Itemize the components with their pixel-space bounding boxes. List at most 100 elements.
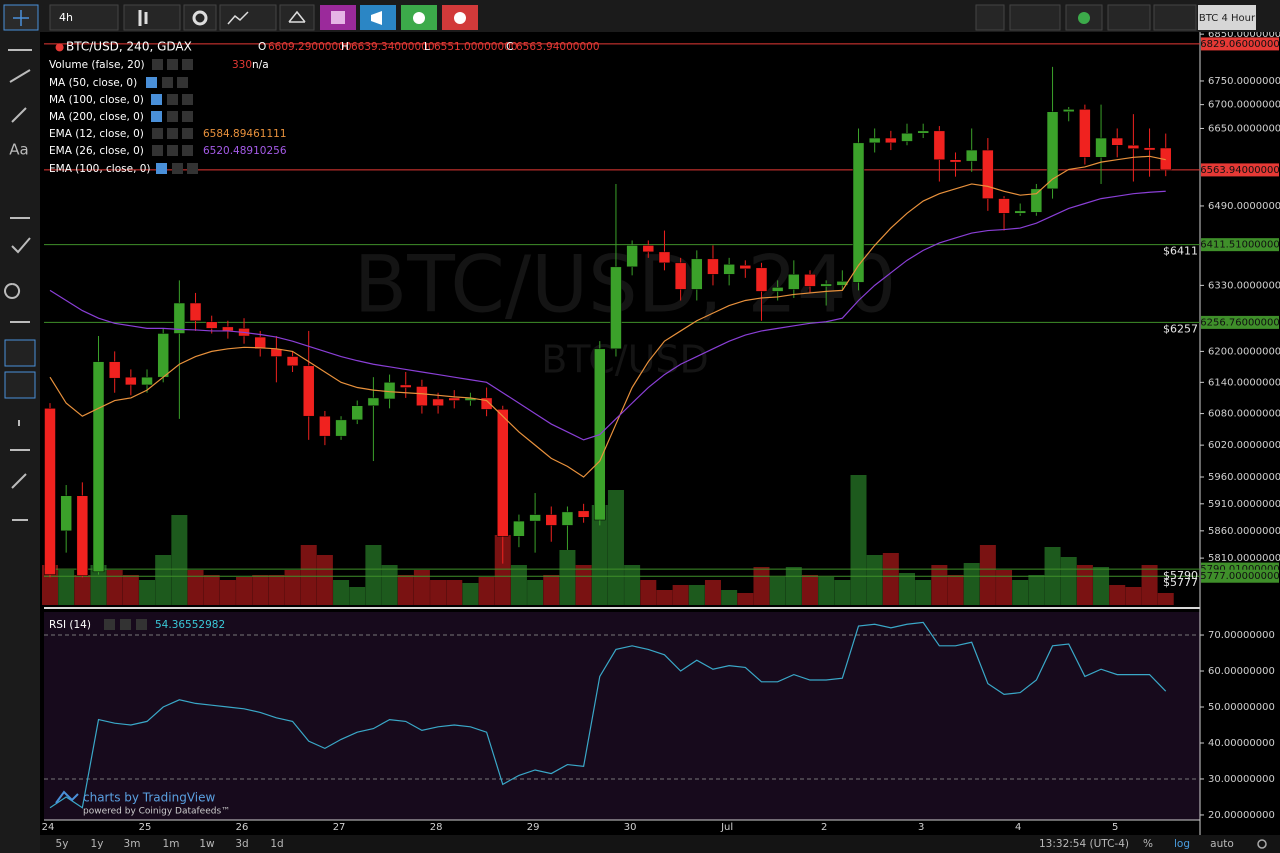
candle-body (561, 511, 574, 526)
save-button[interactable] (1153, 4, 1197, 31)
interval-label: 4h (59, 11, 73, 24)
y-tick-label: 60.00000000 (1208, 666, 1275, 677)
legend-button[interactable] (167, 128, 178, 139)
legend-button[interactable] (120, 619, 131, 630)
price-tag: $6411 (1163, 245, 1198, 258)
indicator-name: EMA (12, close, 0) (49, 128, 144, 140)
volume-bar (559, 550, 576, 605)
legend-marker: ● (55, 41, 64, 53)
volume-bar (1109, 585, 1126, 605)
auto-button[interactable]: auto (1210, 838, 1234, 850)
legend-button[interactable] (152, 59, 163, 70)
volume-bar (1012, 580, 1029, 605)
volume-bar (688, 585, 705, 605)
magnet-button[interactable] (4, 339, 36, 367)
y-tick-label: 70.00000000 (1208, 630, 1275, 641)
y-tick-label: 6650.00000000 (1208, 123, 1280, 134)
volume-bar (397, 575, 414, 605)
rsi-pane (44, 612, 1200, 820)
candle-body (1079, 109, 1091, 158)
range-button[interactable]: 3m (124, 838, 141, 850)
ema-line (49, 190, 1166, 441)
range-button[interactable]: 3d (235, 838, 248, 850)
legend-button[interactable] (182, 111, 193, 122)
compare-button[interactable] (279, 4, 315, 31)
legend-button[interactable] (167, 111, 178, 122)
indicator-name: EMA (26, close, 0) (49, 145, 144, 157)
text-tool[interactable]: Aa (9, 141, 28, 159)
candle-body (1046, 111, 1059, 190)
legend-button[interactable] (167, 145, 178, 156)
chart-style-button[interactable] (123, 4, 181, 31)
candle-body (513, 520, 525, 537)
volume-bar (203, 575, 220, 605)
legend-button[interactable] (182, 59, 193, 70)
legend-button[interactable] (151, 111, 162, 122)
price-label-box (1201, 315, 1279, 329)
volume-bar (575, 565, 592, 605)
range-button[interactable]: 5y (56, 838, 69, 850)
candle-body (367, 397, 380, 406)
volume-bar (591, 505, 608, 605)
x-tick-label: 2 (821, 822, 827, 833)
candle-body (254, 336, 266, 350)
legend-button[interactable] (182, 145, 193, 156)
legend-button[interactable] (152, 145, 163, 156)
volume-bar (996, 570, 1013, 605)
legend-open-key: O (258, 41, 266, 53)
legend-button[interactable] (172, 163, 183, 174)
load-button[interactable] (1107, 4, 1151, 31)
fullscreen-button[interactable] (975, 4, 1005, 31)
legend-button[interactable] (162, 77, 173, 88)
legend-button[interactable] (187, 163, 198, 174)
legend-button[interactable] (167, 59, 178, 70)
range-button[interactable]: 1m (163, 838, 180, 850)
legend-button[interactable] (182, 128, 193, 139)
stay-in-drawing-button[interactable] (4, 371, 36, 399)
symbol-button[interactable] (1198, 5, 1256, 30)
range-button[interactable]: 1y (91, 838, 104, 850)
candle-body (125, 376, 137, 386)
volume-bar (42, 565, 58, 605)
price-label: 6411.51000000 (1200, 240, 1280, 251)
y-tick-label: 5810.00000000 (1208, 553, 1280, 564)
legend-button[interactable] (177, 77, 188, 88)
range-button[interactable]: 1w (199, 838, 215, 850)
candle-body (351, 405, 363, 421)
legend-button[interactable] (104, 619, 115, 630)
undo-redo-button[interactable] (1009, 4, 1061, 31)
volume-bar (187, 570, 204, 605)
legend-button[interactable] (146, 77, 157, 88)
legend-button[interactable] (152, 128, 163, 139)
interval-button[interactable] (49, 4, 119, 31)
candle-body (658, 251, 671, 264)
volume-bar (737, 593, 754, 605)
legend-low: 6551.00000000 (434, 41, 518, 53)
candle-body (189, 302, 202, 322)
volume-bar (850, 475, 867, 605)
indicators-button[interactable] (219, 4, 277, 31)
settings-icon[interactable] (1257, 839, 1267, 849)
log-button[interactable]: log (1174, 838, 1190, 850)
legend-button[interactable] (151, 94, 162, 105)
volume-bar (882, 553, 899, 605)
x-tick-label: 30 (624, 822, 637, 833)
volume-bar (478, 577, 495, 605)
volume-bar (284, 570, 301, 605)
candle-body (1095, 137, 1107, 158)
x-tick-label: 3 (918, 822, 924, 833)
legend-button[interactable] (182, 94, 193, 105)
percent-button[interactable]: % (1143, 838, 1153, 850)
indicator-value: 6520.48910256 (203, 145, 287, 157)
candle-body (965, 149, 978, 162)
y-tick-label: 6490.00000000 (1208, 201, 1280, 212)
volume-bar (963, 563, 980, 605)
y-tick-label: 40.00000000 (1208, 738, 1275, 749)
volume-bar (721, 590, 738, 605)
legend-button[interactable] (136, 619, 147, 630)
legend-button[interactable] (167, 94, 178, 105)
price-label: 6829.06000000 (1200, 39, 1280, 50)
range-button[interactable]: 1d (270, 838, 283, 850)
settings-button[interactable] (183, 4, 217, 31)
legend-button[interactable] (156, 163, 167, 174)
